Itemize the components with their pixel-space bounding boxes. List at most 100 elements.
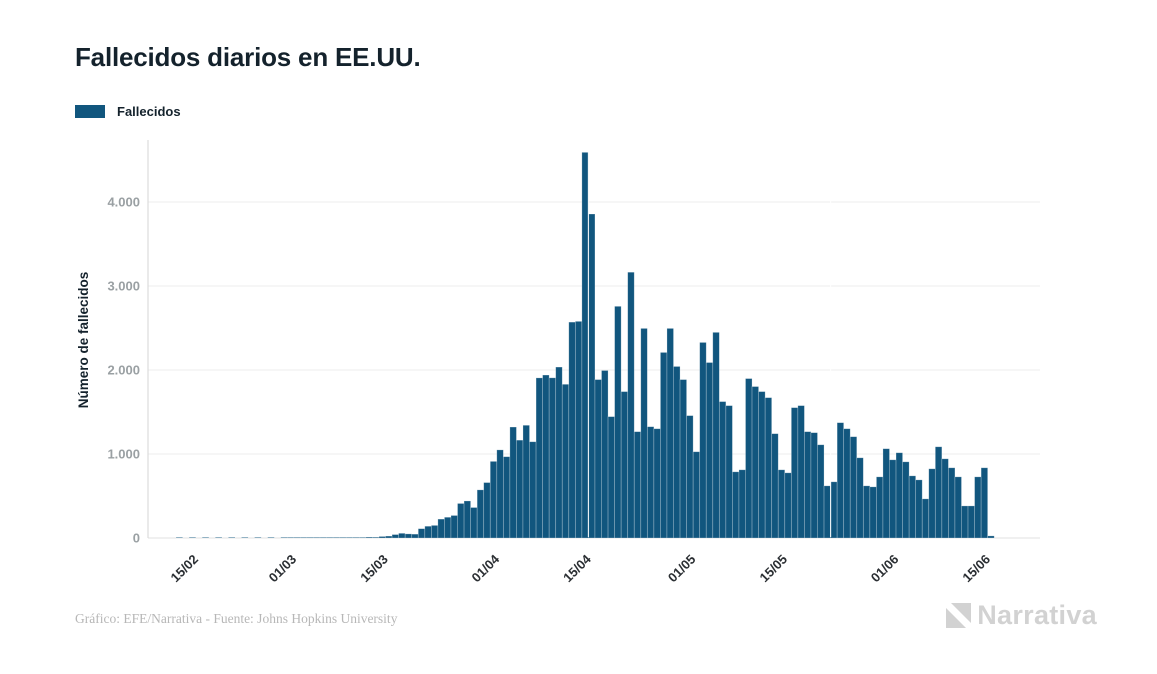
bar[interactable]: [751, 386, 759, 539]
bar[interactable]: [941, 458, 949, 539]
bar[interactable]: [948, 467, 956, 539]
bar[interactable]: [535, 377, 543, 539]
bar[interactable]: [902, 461, 910, 539]
bar[interactable]: [542, 374, 550, 539]
bar[interactable]: [725, 405, 733, 539]
bar[interactable]: [764, 397, 773, 539]
bar[interactable]: [555, 366, 563, 539]
bar[interactable]: [319, 536, 327, 539]
bar[interactable]: [339, 536, 347, 539]
bar[interactable]: [646, 426, 655, 539]
bar[interactable]: [424, 525, 432, 539]
bar[interactable]: [869, 486, 877, 539]
bar[interactable]: [862, 485, 871, 539]
bar[interactable]: [228, 536, 236, 539]
bar[interactable]: [699, 342, 707, 539]
bar[interactable]: [849, 436, 858, 539]
bar[interactable]: [548, 377, 557, 539]
bar[interactable]: [529, 441, 537, 539]
bar[interactable]: [326, 536, 334, 539]
bar[interactable]: [581, 152, 589, 539]
bar[interactable]: [568, 321, 576, 539]
bar[interactable]: [359, 536, 367, 539]
bar[interactable]: [817, 444, 825, 539]
bar[interactable]: [686, 415, 694, 539]
bar[interactable]: [908, 475, 917, 539]
bar[interactable]: [404, 533, 413, 539]
bar[interactable]: [254, 536, 262, 539]
bar[interactable]: [463, 500, 471, 539]
bar[interactable]: [653, 428, 661, 539]
bar[interactable]: [306, 536, 314, 539]
bar[interactable]: [496, 449, 504, 539]
bar[interactable]: [640, 328, 648, 539]
bar[interactable]: [188, 536, 197, 539]
bar[interactable]: [673, 366, 681, 539]
bar[interactable]: [313, 536, 321, 539]
bar[interactable]: [287, 536, 295, 539]
bar[interactable]: [777, 469, 786, 539]
bar[interactable]: [365, 536, 373, 539]
bar[interactable]: [790, 407, 799, 539]
bar[interactable]: [594, 379, 602, 539]
bar[interactable]: [974, 476, 982, 539]
bar[interactable]: [961, 505, 969, 539]
bar[interactable]: [620, 391, 629, 539]
bar[interactable]: [856, 457, 864, 539]
bar[interactable]: [915, 479, 923, 539]
bar[interactable]: [804, 431, 812, 539]
bar[interactable]: [352, 536, 360, 539]
bar[interactable]: [980, 467, 989, 539]
bar[interactable]: [398, 532, 406, 539]
bar[interactable]: [732, 471, 740, 539]
bar[interactable]: [771, 433, 779, 539]
bar[interactable]: [895, 452, 903, 539]
bar[interactable]: [758, 391, 766, 539]
bar[interactable]: [679, 379, 687, 539]
bar[interactable]: [345, 536, 354, 539]
bar[interactable]: [928, 468, 936, 539]
bar[interactable]: [561, 383, 570, 539]
bar[interactable]: [509, 426, 517, 539]
bar[interactable]: [201, 536, 210, 539]
bar[interactable]: [705, 362, 714, 539]
bar[interactable]: [489, 461, 498, 539]
bar[interactable]: [836, 422, 845, 539]
bar[interactable]: [457, 503, 465, 539]
legend[interactable]: Fallecidos: [75, 104, 181, 119]
bar[interactable]: [823, 485, 831, 539]
bar[interactable]: [889, 459, 897, 539]
bar[interactable]: [745, 378, 753, 539]
bar[interactable]: [627, 271, 635, 539]
bar[interactable]: [241, 536, 249, 539]
bar[interactable]: [738, 469, 746, 539]
bar[interactable]: [718, 401, 727, 539]
bar[interactable]: [614, 305, 622, 539]
bar[interactable]: [175, 536, 183, 539]
bar[interactable]: [692, 451, 701, 539]
bar[interactable]: [843, 428, 851, 539]
bar[interactable]: [876, 476, 884, 539]
bar[interactable]: [633, 431, 642, 539]
bar[interactable]: [810, 432, 818, 539]
bar[interactable]: [934, 446, 943, 539]
bar[interactable]: [300, 536, 308, 539]
bar[interactable]: [574, 321, 583, 539]
bar[interactable]: [830, 481, 838, 539]
bar[interactable]: [502, 456, 511, 539]
bar[interactable]: [987, 535, 995, 539]
bar[interactable]: [607, 416, 615, 539]
bar[interactable]: [391, 534, 399, 539]
bar[interactable]: [516, 439, 524, 539]
bar[interactable]: [588, 213, 596, 539]
bar[interactable]: [385, 535, 393, 539]
bar[interactable]: [470, 507, 478, 539]
bar[interactable]: [372, 536, 380, 539]
bar[interactable]: [882, 448, 890, 539]
bar[interactable]: [601, 370, 609, 539]
bar[interactable]: [411, 533, 419, 539]
bar[interactable]: [417, 528, 426, 539]
bar[interactable]: [660, 352, 668, 539]
bar[interactable]: [921, 498, 930, 539]
